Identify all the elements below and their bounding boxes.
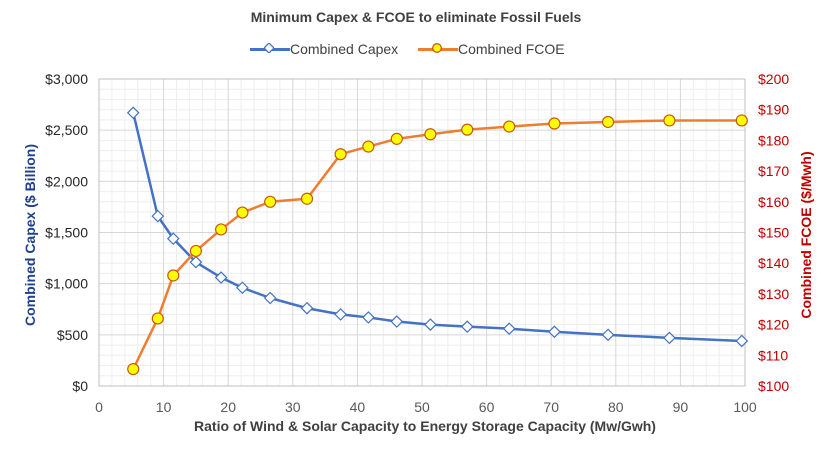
fcoe-point — [334, 148, 347, 161]
fcoe-point — [151, 312, 164, 325]
y-axis-right-label: Combined FCOE ($/Mwh) — [798, 151, 814, 319]
x-tick-label: 100 — [733, 399, 757, 415]
capex-point — [601, 328, 615, 342]
x-tick-label: 70 — [543, 399, 559, 415]
legend-item-fcoe: Combined FCOE — [418, 39, 565, 59]
capex-point — [334, 308, 347, 321]
x-tick-label: 90 — [673, 399, 689, 415]
legend-label-capex: Combined Capex — [290, 41, 399, 57]
y-axis-left-label: Combined Capex ($ Billion) — [22, 143, 38, 327]
fcoe-point — [461, 123, 474, 136]
capex-point — [151, 209, 165, 223]
capex-point — [214, 271, 228, 284]
legend-swatch-fcoe — [418, 42, 458, 53]
y-left-tick-label: $0 — [72, 378, 88, 394]
y-left-tick-label: $1,000 — [45, 276, 88, 292]
x-tick-label: 20 — [220, 399, 236, 415]
y-right-tick-label: $110 — [758, 347, 788, 363]
fcoe-point — [236, 206, 249, 219]
capex-point — [663, 331, 676, 345]
y-left-tick-label: $500 — [57, 327, 88, 343]
capex-point — [502, 322, 516, 336]
capex-point — [126, 106, 140, 120]
x-tick-label: 40 — [350, 399, 366, 415]
y-left-tick-label: $3,000 — [45, 71, 88, 87]
fcoe-point — [663, 114, 676, 127]
x-tick-label: 0 — [95, 399, 103, 415]
x-tick-label: 50 — [414, 399, 430, 415]
fcoe-point — [503, 120, 516, 133]
capex-point — [460, 320, 474, 333]
fcoe-point — [167, 269, 180, 282]
y-right-tick-label: $200 — [758, 71, 789, 87]
x-tick-label: 30 — [285, 399, 301, 415]
fcoe-point — [424, 128, 437, 141]
capex-point — [236, 281, 249, 295]
x-axis-label: Ratio of Wind & Solar Capacity to Energy… — [194, 418, 656, 434]
capex-point — [548, 325, 561, 339]
legend-label-fcoe: Combined FCOE — [458, 41, 565, 57]
fcoe-point — [390, 132, 403, 145]
circle-icon — [432, 42, 442, 53]
y-right-tick-label: $170 — [758, 163, 789, 179]
fcoe-point — [214, 223, 228, 236]
y-right-tick-label: $140 — [758, 255, 789, 271]
y-right-tick-label: $100 — [758, 378, 789, 394]
y-left-tick-label: $2,000 — [45, 173, 88, 189]
y-left-tick-label: $2,500 — [45, 122, 88, 138]
x-tick-label: 60 — [479, 399, 495, 415]
fcoe-point — [189, 244, 202, 258]
y-right-tick-label: $180 — [758, 132, 789, 148]
y-right-tick-label: $120 — [758, 317, 789, 333]
y-right-tick-label: $150 — [758, 225, 789, 241]
legend-swatch-capex — [250, 42, 290, 53]
capex-point — [362, 311, 375, 324]
fcoe-series-line — [132, 119, 742, 370]
capex-point — [263, 291, 277, 305]
x-tick-label: 10 — [156, 399, 172, 415]
fcoe-point — [548, 117, 561, 130]
legend-item-capex: Combined Capex — [250, 39, 398, 59]
legend: Combined Capex Combined FCOE — [0, 39, 832, 59]
x-tick-label: 80 — [608, 399, 624, 415]
capex-point — [300, 301, 314, 315]
capex-point — [424, 318, 437, 331]
y-right-tick-label: $160 — [758, 194, 789, 210]
capex-point — [166, 232, 180, 245]
y-left-tick-label: $1,500 — [45, 225, 88, 241]
fcoe-point — [601, 115, 615, 129]
fcoe-point — [735, 114, 748, 127]
y-right-tick-label: $130 — [758, 286, 789, 302]
capex-series-line — [132, 112, 742, 343]
fcoe-point — [362, 140, 375, 153]
fcoe-point — [264, 195, 277, 208]
fcoe-point — [300, 192, 314, 205]
fcoe-point — [127, 363, 140, 376]
capex-point — [390, 315, 404, 328]
chart-title: Minimum Capex & FCOE to eliminate Fossil… — [250, 9, 582, 25]
y-right-tick-label: $190 — [758, 102, 789, 118]
diamond-icon — [264, 42, 274, 53]
capex-point — [735, 334, 749, 348]
plot-border — [98, 78, 746, 387]
capex-point — [189, 255, 203, 269]
